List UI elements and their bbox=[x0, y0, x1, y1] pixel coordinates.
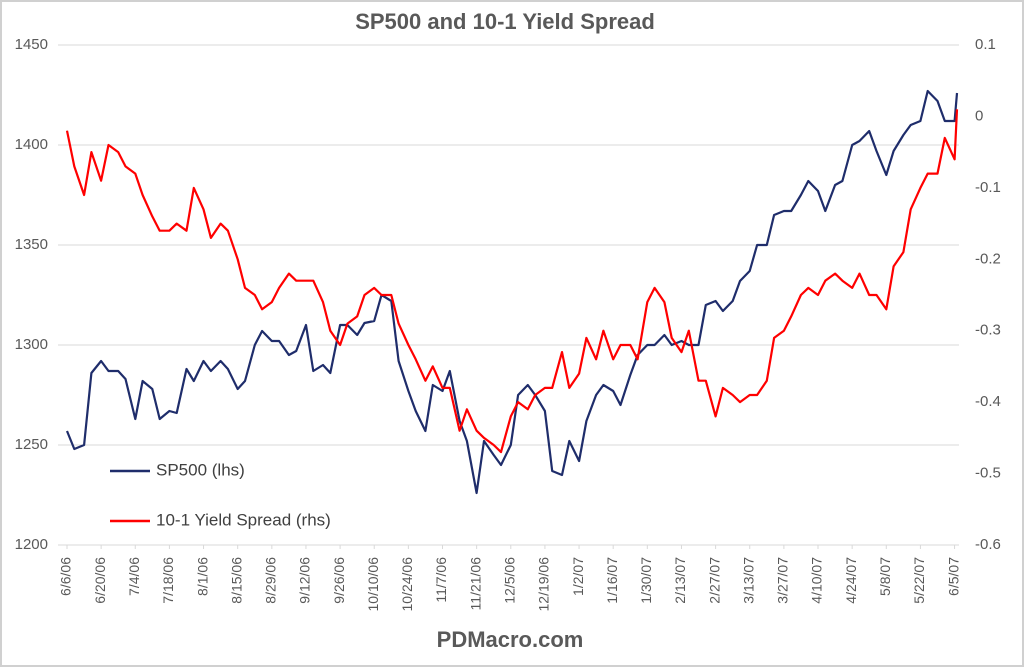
x-tick-label: 8/1/06 bbox=[194, 557, 210, 596]
x-tick-label: 3/13/07 bbox=[740, 557, 756, 604]
x-tick-label: 4/10/07 bbox=[809, 557, 825, 604]
chart-title: SP500 and 10-1 Yield Spread bbox=[355, 9, 655, 34]
x-tick-label: 7/4/06 bbox=[126, 557, 142, 596]
y-tick-label: 1450 bbox=[15, 36, 48, 53]
y-tick-label: 1350 bbox=[15, 236, 48, 253]
y-tick-label: 1400 bbox=[15, 136, 48, 153]
y2-tick-label: -0.6 bbox=[975, 536, 1001, 553]
x-tick-label: 1/30/07 bbox=[638, 557, 654, 604]
x-tick-label: 1/16/07 bbox=[604, 557, 620, 604]
y2-tick-label: -0.5 bbox=[975, 465, 1001, 482]
x-tick-label: 2/13/07 bbox=[672, 557, 688, 604]
y-tick-label: 1250 bbox=[15, 436, 48, 453]
x-tick-label: 4/24/07 bbox=[843, 557, 859, 604]
legend-label: SP500 (lhs) bbox=[156, 460, 245, 479]
x-tick-label: 3/27/07 bbox=[775, 557, 791, 604]
x-tick-label: 10/24/06 bbox=[399, 557, 415, 612]
x-tick-label: 10/10/06 bbox=[365, 557, 381, 612]
x-tick-label: 8/15/06 bbox=[228, 557, 244, 604]
x-tick-label: 9/12/06 bbox=[297, 557, 313, 604]
y2-tick-label: -0.1 bbox=[975, 179, 1001, 196]
x-tick-label: 5/8/07 bbox=[877, 557, 893, 596]
y2-tick-label: 0 bbox=[975, 107, 983, 124]
x-tick-label: 8/29/06 bbox=[263, 557, 279, 604]
x-tick-label: 11/7/06 bbox=[433, 557, 449, 603]
x-tick-label: 11/21/06 bbox=[467, 557, 483, 611]
y2-tick-label: -0.4 bbox=[975, 393, 1001, 410]
x-tick-label: 7/18/06 bbox=[160, 557, 176, 604]
x-tick-label: 2/27/07 bbox=[706, 557, 722, 604]
y-tick-label: 1300 bbox=[15, 336, 48, 353]
x-tick-label: 12/5/06 bbox=[501, 557, 517, 604]
x-tick-label: 12/19/06 bbox=[536, 557, 552, 612]
y-tick-label: 1200 bbox=[15, 536, 48, 553]
series-line bbox=[65, 89, 959, 495]
x-tick-label: 6/5/07 bbox=[945, 557, 961, 596]
x-tick-label: 6/20/06 bbox=[92, 557, 108, 604]
x-tick-label: 6/6/06 bbox=[58, 557, 74, 596]
footer: PDMacro.com bbox=[437, 627, 584, 652]
y2-tick-label: -0.3 bbox=[975, 322, 1001, 339]
x-tick-label: 1/2/07 bbox=[570, 557, 586, 596]
x-tick-label: 5/22/07 bbox=[911, 557, 927, 604]
y2-tick-label: 0.1 bbox=[975, 36, 996, 53]
x-tick-label: 9/26/06 bbox=[331, 557, 347, 604]
y2-tick-label: -0.2 bbox=[975, 250, 1001, 267]
legend-label: 10-1 Yield Spread (rhs) bbox=[156, 510, 331, 529]
series-line bbox=[65, 109, 959, 454]
